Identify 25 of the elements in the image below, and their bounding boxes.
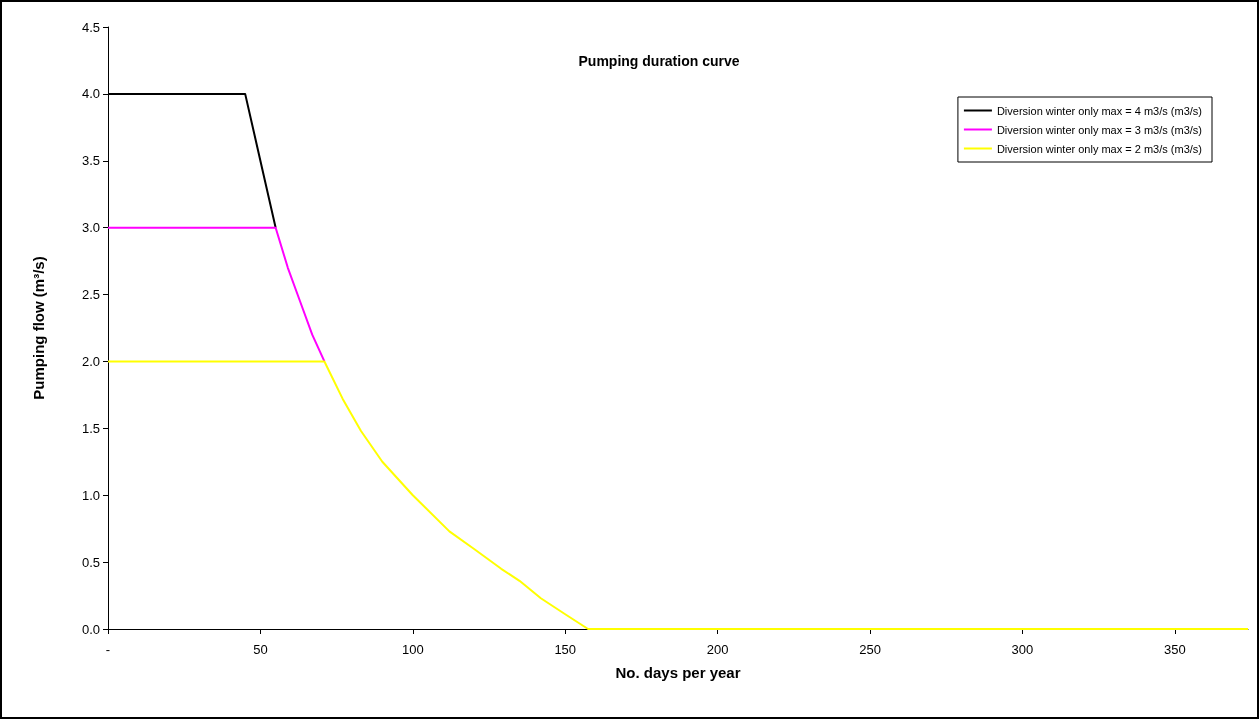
x-tick-label: 350	[1163, 642, 1186, 657]
x-tick-label: 50	[253, 642, 268, 657]
text: Pumping duration curve	[578, 53, 740, 69]
line-series	[107, 226, 326, 363]
y-tick-label: 3.0	[81, 220, 100, 236]
legend-label: Diversion winter only max = 2 m3/s (m3/s)	[996, 142, 1203, 155]
y-tick-label: 0.5	[81, 554, 100, 570]
x-tick-label: 250	[859, 642, 881, 657]
y-tick-label: 4.0	[81, 86, 100, 102]
y-tick-label: 0.0	[81, 621, 100, 637]
x-tick-label: 150	[554, 642, 577, 657]
x-tick-label: 100	[401, 642, 424, 657]
y-tick-label: 1.5	[81, 420, 100, 436]
y-axis-title: Pumping flow (m³/s)	[30, 256, 47, 400]
legend-label: Diversion winter only max = 3 m3/s (m3/s)	[996, 123, 1203, 136]
y-tick-label: 2.5	[81, 287, 100, 303]
x-axis-title: No. days per year	[615, 664, 741, 681]
y-tick-label: 1.0	[81, 487, 100, 503]
x-tick-label: -	[105, 642, 111, 657]
y-tick-label: 4.5	[81, 19, 100, 35]
legend-label: Diversion winter only max = 4 m3/s (m3/s)	[996, 104, 1203, 117]
x-tick-label: 200	[706, 642, 729, 657]
y-tick-label: 2.0	[81, 353, 100, 369]
x-tick-label: 300	[1011, 642, 1034, 657]
y-tick-label: 3.5	[81, 153, 100, 169]
